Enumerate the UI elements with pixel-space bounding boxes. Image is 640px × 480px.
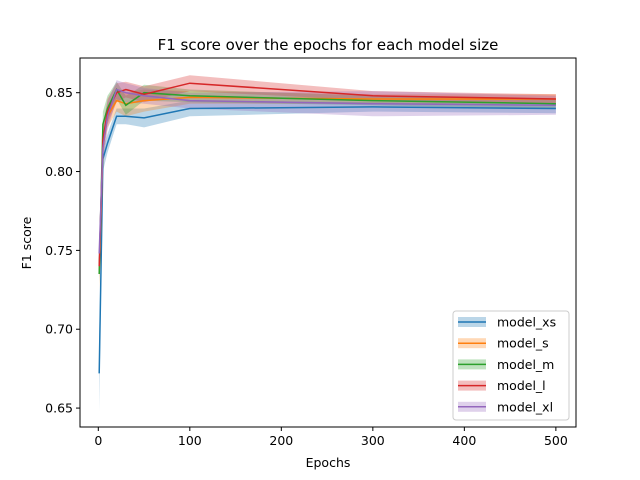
x-axis-ticks: 0 100 200 300 400 500 bbox=[94, 427, 568, 448]
x-axis-label: Epochs bbox=[306, 455, 351, 470]
series-line-model_xs bbox=[98, 106, 556, 374]
y-axis-ticks: 0.65 0.70 0.75 0.80 0.85 bbox=[45, 85, 80, 416]
chart-title: F1 score over the epochs for each model … bbox=[158, 36, 499, 54]
series-line-model_l bbox=[98, 82, 556, 267]
plot-frame bbox=[79, 57, 577, 428]
x-tick-label: 300 bbox=[361, 433, 385, 448]
confidence-band-model_s bbox=[99, 89, 556, 290]
legend-label: model_xl bbox=[497, 399, 553, 414]
y-tick-label: 0.70 bbox=[45, 322, 73, 337]
y-tick-label: 0.75 bbox=[45, 243, 73, 258]
x-tick-label: 200 bbox=[269, 433, 293, 448]
y-axis-label: F1 score bbox=[19, 216, 34, 269]
y-tick-label: 0.80 bbox=[45, 164, 73, 179]
series-line-model_xl bbox=[98, 88, 556, 254]
series-line-model_m bbox=[98, 87, 556, 275]
x-tick-label: 100 bbox=[178, 433, 202, 448]
series-line-model_s bbox=[98, 96, 556, 275]
series-lines bbox=[98, 82, 556, 374]
y-tick-label: 0.85 bbox=[45, 85, 73, 100]
legend-box bbox=[452, 310, 570, 421]
legend: model_xs model_s model_m model_l model_xl bbox=[452, 310, 570, 421]
confidence-band-model_m bbox=[99, 81, 556, 286]
legend-label: model_xs bbox=[497, 315, 556, 330]
legend-label: model_l bbox=[497, 378, 546, 393]
legend-label: model_m bbox=[497, 357, 554, 372]
x-tick-label: 0 bbox=[94, 433, 102, 448]
x-tick-label: 500 bbox=[544, 433, 568, 448]
legend-label: model_s bbox=[497, 336, 549, 351]
y-tick-label: 0.65 bbox=[45, 401, 73, 416]
x-tick-label: 400 bbox=[452, 433, 476, 448]
